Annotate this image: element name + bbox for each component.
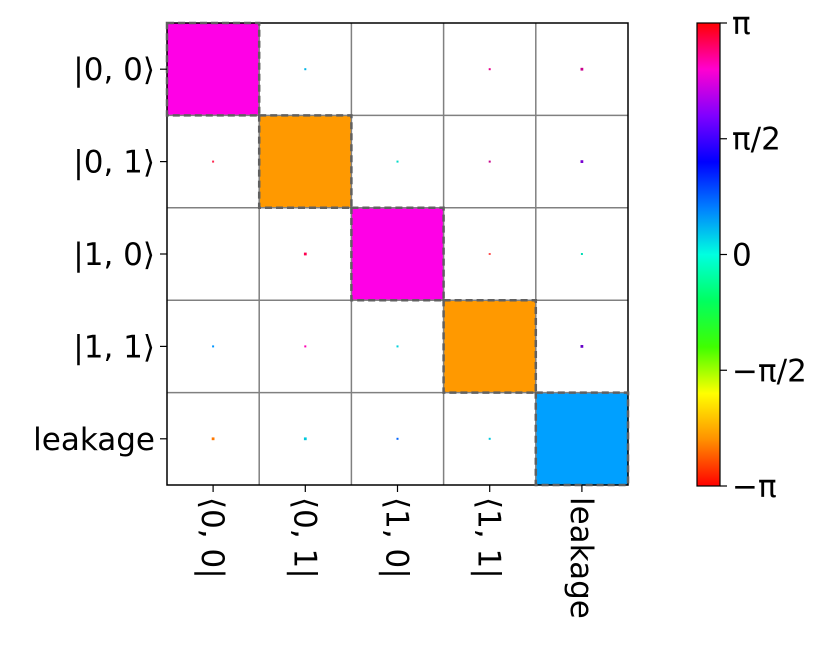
cell-3-0 — [212, 345, 215, 348]
col-label: ⟨1, 1| — [471, 497, 507, 579]
cell-3-3 — [443, 300, 536, 393]
row-label: |0, 1⟩ — [73, 145, 155, 181]
cell-2-3 — [488, 253, 491, 255]
colorbar-gradient — [696, 22, 721, 487]
cell-4-4 — [535, 392, 628, 485]
row-label: |1, 0⟩ — [73, 237, 155, 273]
cell-0-0 — [167, 23, 260, 116]
cell-2-1 — [303, 252, 307, 256]
highlight-box — [442, 298, 538, 394]
cell-3-1 — [304, 345, 307, 348]
row-label: |0, 0⟩ — [73, 52, 155, 88]
cell-4-3 — [488, 437, 491, 440]
cell-1-0 — [212, 160, 215, 163]
colorbar-tick-label: π — [732, 6, 751, 42]
col-label: leakage — [563, 497, 599, 619]
row-label: |1, 1⟩ — [73, 329, 155, 365]
col-label: ⟨0, 1| — [286, 497, 322, 579]
colorbar-tick-label: π/2 — [732, 122, 781, 158]
cell-1-1 — [259, 115, 352, 208]
cell-3-4 — [580, 345, 584, 348]
highlight-box — [534, 391, 630, 487]
cell-1-3 — [488, 160, 491, 163]
column-labels: ⟨0, 0| ⟨0, 1| ⟨1, 0| ⟨1, 1| leakage — [194, 485, 599, 619]
cell-4-1 — [303, 437, 307, 441]
phase-colorbar: π π/2 0 −π/2 −π — [696, 6, 807, 505]
cell-4-2 — [396, 437, 399, 440]
col-label: ⟨0, 0| — [194, 497, 230, 579]
colorbar-tick-label: −π — [732, 469, 777, 505]
colorbar-tick-label: −π/2 — [732, 353, 807, 389]
cell-4-0 — [211, 437, 215, 441]
cell-3-2 — [396, 345, 399, 348]
highlight-box — [257, 114, 353, 210]
cell-1-2 — [396, 160, 399, 163]
colorbar-tick-label: 0 — [732, 238, 752, 274]
cell-2-2 — [351, 207, 444, 301]
cell-0-4 — [580, 67, 584, 71]
matrix-grid — [165, 21, 630, 487]
cell-1-4 — [580, 160, 584, 163]
cell-2-4 — [580, 253, 583, 255]
matrix-cells — [167, 23, 628, 485]
cell-0-3 — [488, 68, 491, 71]
row-labels: |0, 0⟩ |0, 1⟩ |1, 0⟩ |1, 1⟩ leakage — [33, 52, 167, 458]
highlight-box — [350, 206, 445, 302]
cell-0-1 — [304, 68, 307, 71]
col-label: ⟨1, 0| — [379, 497, 415, 579]
row-label: leakage — [33, 422, 155, 458]
